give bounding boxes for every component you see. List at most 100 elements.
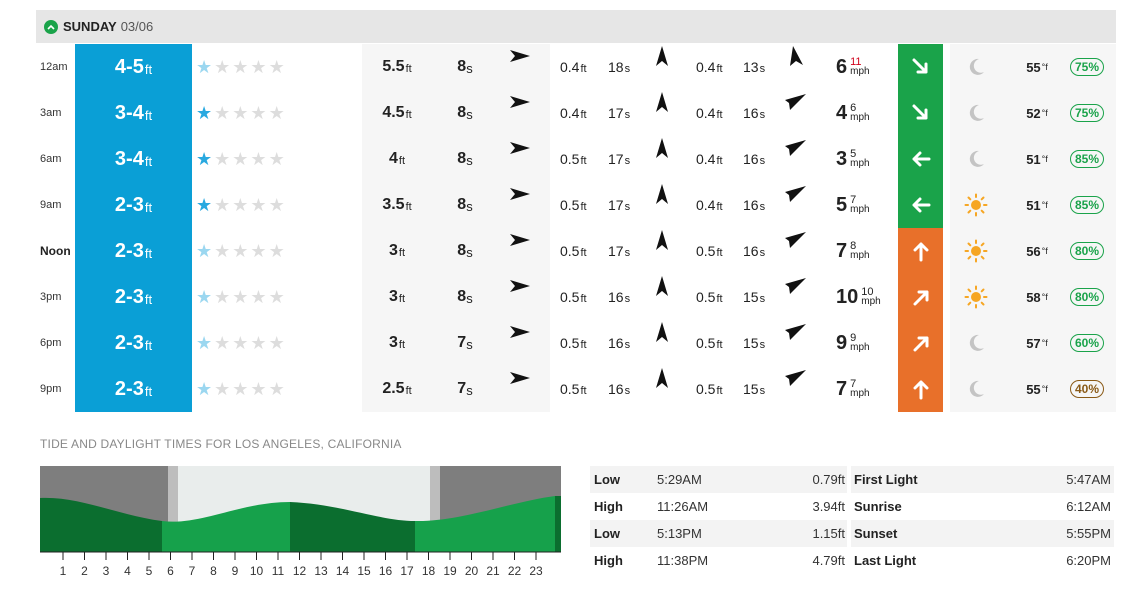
swell-arrow-up-icon bbox=[650, 274, 674, 298]
day-header[interactable]: SUNDAY 03/06 bbox=[36, 10, 1116, 43]
star-icon: ★ bbox=[196, 332, 215, 353]
tide-height: 4.79ft bbox=[812, 553, 845, 568]
surf-unit: ft bbox=[144, 108, 153, 123]
tertiary-swell-period-value: 15 bbox=[743, 289, 759, 305]
tertiary-swell-period-value: 16 bbox=[743, 243, 759, 259]
wind-speed: 10 10 mph bbox=[836, 274, 906, 320]
wind-speed-value: 3 bbox=[836, 147, 848, 170]
forecast-row[interactable]: 9pm 2-3 ft ★ ★ ★ ★ ★ 2.5 ft 7 s 0.5 ft 16 s 0.5 ft 15 s 7 7 mp… bbox=[36, 366, 1116, 412]
secondary-swell-height: 0.5 ft bbox=[560, 274, 587, 320]
swell-arrow-up-icon bbox=[650, 228, 674, 252]
time-label: Noon bbox=[40, 244, 71, 258]
secondary-swell-period-value: 16 bbox=[608, 381, 624, 397]
surf-range: 2-3 bbox=[114, 193, 144, 216]
temperature-value: 58 bbox=[1026, 289, 1041, 305]
tide-time: 11:26AM bbox=[657, 499, 709, 514]
wind-unit: mph bbox=[850, 158, 870, 169]
star-icon: ★ bbox=[196, 194, 215, 215]
wind-direction bbox=[898, 44, 943, 90]
humidity-badge: 80% bbox=[1070, 288, 1105, 306]
wind-gust-value: 6 bbox=[850, 102, 857, 114]
tide-curve-mid bbox=[290, 502, 415, 552]
star-icon: ★ bbox=[196, 148, 215, 169]
daylight-time: 6:12AM bbox=[1066, 499, 1111, 514]
forecast-row[interactable]: 3am 3-4 ft ★ ★ ★ ★ ★ 4.5 ft 8 s 0.4 ft 17 s 0.4 ft 16 s 4 6 mp… bbox=[36, 90, 1116, 136]
moon-icon bbox=[962, 320, 990, 366]
forecast-row[interactable]: 9am 2-3 ft ★ ★ ★ ★ ★ 3.5 ft 8 s 0.5 ft 17 s 0.4 ft 16 s 5 7 mp… bbox=[36, 182, 1116, 228]
ft-unit: ft bbox=[580, 63, 587, 75]
forecast-row[interactable]: 3pm 2-3 ft ★ ★ ★ ★ ★ 3 ft 8 s 0.5 ft 16 s 0.5 ft 15 s 10 10 mp… bbox=[36, 274, 1116, 320]
sun-icon bbox=[962, 182, 990, 228]
tide-entry: High 11:38PM 4.79ft bbox=[590, 547, 847, 574]
ft-unit: ft bbox=[580, 201, 587, 213]
arrow-left-icon bbox=[910, 194, 932, 216]
forecast-row[interactable]: 12am 4-5 ft ★ ★ ★ ★ ★ 5.5 ft 8 s 0.4 ft 18 s 0.4 ft 13 s 6 11… bbox=[36, 44, 1116, 90]
secondary-swell-height-value: 0.4 bbox=[560, 105, 580, 121]
hour-label: 20 bbox=[465, 564, 479, 578]
daylight-name: First Light bbox=[854, 472, 918, 487]
rating-stars: ★ ★ ★ ★ ★ bbox=[196, 366, 287, 412]
surf-height: 2-3 ft bbox=[75, 320, 192, 366]
wind-direction bbox=[898, 136, 943, 182]
star-icon: ★ bbox=[268, 56, 287, 77]
primary-swell-height-value: 3 bbox=[388, 288, 398, 305]
secondary-swell-height: 0.5 ft bbox=[560, 182, 587, 228]
day-name: SUNDAY bbox=[63, 19, 117, 34]
ft-unit: ft bbox=[580, 155, 587, 167]
tide-type: High bbox=[594, 553, 623, 568]
hour-label: 1 bbox=[60, 564, 67, 578]
hour-label: 23 bbox=[529, 564, 543, 578]
wind-speed-value: 10 bbox=[836, 285, 859, 308]
s-unit: s bbox=[624, 201, 631, 213]
wind-direction bbox=[898, 274, 943, 320]
tertiary-swell-height-value: 0.4 bbox=[696, 151, 716, 167]
secondary-swell-height: 0.5 ft bbox=[560, 228, 587, 274]
star-icon: ★ bbox=[196, 378, 215, 399]
forecast-row[interactable]: Noon 2-3 ft ★ ★ ★ ★ ★ 3 ft 8 s 0.5 ft 17 s 0.5 ft 16 s 7 8 mph… bbox=[36, 228, 1116, 274]
surf-unit: ft bbox=[144, 384, 153, 399]
primary-swell-height: 5.5 ft bbox=[372, 44, 422, 90]
wind-speed-value: 7 bbox=[836, 239, 848, 262]
humidity-badge: 85% bbox=[1070, 150, 1105, 168]
temperature-unit: °f bbox=[1041, 338, 1048, 348]
tide-height: 3.94ft bbox=[812, 499, 845, 514]
temperature-value: 55 bbox=[1026, 381, 1041, 397]
tertiary-swell-height-value: 0.4 bbox=[696, 105, 716, 121]
tide-type: Low bbox=[594, 472, 620, 487]
s-unit: s bbox=[624, 339, 631, 351]
tertiary-swell-height-value: 0.5 bbox=[696, 381, 716, 397]
swell-arrow-down-left-icon bbox=[784, 366, 808, 390]
ft-unit: ft bbox=[716, 385, 723, 397]
hour-label: 21 bbox=[486, 564, 500, 578]
hour-label: 18 bbox=[422, 564, 436, 578]
forecast-row[interactable]: 6pm 2-3 ft ★ ★ ★ ★ ★ 3 ft 7 s 0.5 ft 16 s 0.5 ft 15 s 9 9 mph 5… bbox=[36, 320, 1116, 366]
hour-label: 10 bbox=[250, 564, 264, 578]
star-icon: ★ bbox=[214, 378, 233, 399]
forecast-row[interactable]: 6am 3-4 ft ★ ★ ★ ★ ★ 4 ft 8 s 0.5 ft 17 s 0.4 ft 16 s 3 5 mph 5… bbox=[36, 136, 1116, 182]
swell-arrow-right-icon bbox=[508, 90, 532, 114]
swell-arrow-right-icon bbox=[508, 136, 532, 160]
sun-icon bbox=[962, 228, 990, 274]
tertiary-swell-height-value: 0.4 bbox=[696, 197, 716, 213]
tide-height: 0.79ft bbox=[812, 472, 845, 487]
star-icon: ★ bbox=[268, 286, 287, 307]
wind-direction bbox=[898, 228, 943, 274]
chevron-up-icon[interactable] bbox=[44, 19, 58, 34]
surf-range: 2-3 bbox=[114, 239, 144, 262]
s-unit: s bbox=[624, 385, 631, 397]
humidity: 85% bbox=[1070, 136, 1105, 182]
temperature-value: 51 bbox=[1026, 151, 1041, 167]
surf-range: 4-5 bbox=[114, 55, 144, 78]
hour-label: 19 bbox=[443, 564, 457, 578]
secondary-swell-period: 17 s bbox=[608, 228, 630, 274]
ft-unit: ft bbox=[398, 339, 406, 351]
ft-unit: ft bbox=[405, 63, 412, 75]
swell-arrow-down-left-icon bbox=[784, 90, 808, 114]
primary-swell-period-value: 7 bbox=[457, 334, 467, 351]
swell-arrow-up-icon bbox=[650, 366, 674, 390]
star-icon: ★ bbox=[268, 148, 287, 169]
wind-speed: 9 9 mph bbox=[836, 320, 906, 366]
swell-arrow-right-icon bbox=[508, 182, 532, 206]
temperature: 51 °f bbox=[1022, 136, 1052, 182]
s-unit: s bbox=[759, 155, 766, 167]
